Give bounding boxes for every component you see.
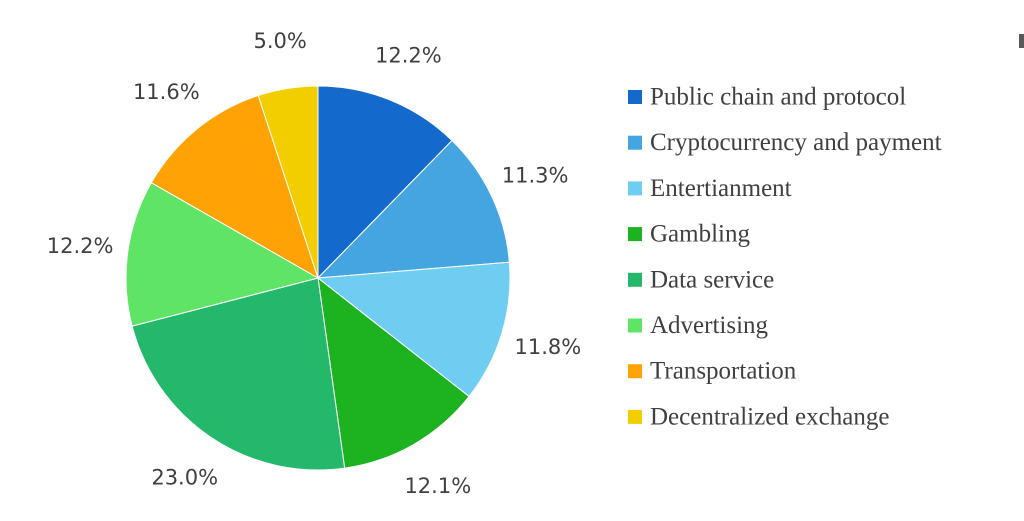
pie-slices xyxy=(125,85,511,471)
data-label-public-chain-and-protocol: 12.2% xyxy=(375,44,442,68)
legend-label: Decentralized exchange xyxy=(650,403,889,430)
legend-label: Public chain and protocol xyxy=(650,84,906,111)
legend-item-gambling: Gambling xyxy=(628,221,750,248)
pie-slice-entertianment xyxy=(316,261,511,398)
legend-swatch xyxy=(628,181,642,196)
data-label-gambling: 12.1% xyxy=(404,474,471,498)
legend-item-data-service: Data service xyxy=(628,266,774,293)
legend-swatch xyxy=(628,272,642,287)
legend-item-entertianment: Entertianment xyxy=(628,175,792,202)
legend-item-public-chain-and-protocol: Public chain and protocol xyxy=(628,84,906,111)
legend-item-cryptocurrency-and-payment: Cryptocurrency and payment xyxy=(628,129,942,156)
legend-swatch xyxy=(628,135,642,150)
data-label-cryptocurrency-and-payment: 11.3% xyxy=(502,164,569,188)
legend-label: Cryptocurrency and payment xyxy=(650,129,942,156)
legend-swatch xyxy=(628,409,642,424)
pie-slice-advertising xyxy=(125,182,320,327)
legend-swatch xyxy=(628,227,642,242)
legend-item-decentralized-exchange: Decentralized exchange xyxy=(628,403,889,430)
pie-slice-transportation xyxy=(150,94,319,280)
legend-item-transportation: Transportation xyxy=(628,358,797,385)
data-label-data-service: 23.0% xyxy=(151,466,218,490)
pie-value-labels: 12.2% 11.3% 11.8% 12.1% 23.0% 12.2% 11.6% 5.0% xyxy=(47,29,582,498)
legend-label: Data service xyxy=(650,266,774,293)
pie-slice-cryptocurrency-and-payment xyxy=(316,139,510,279)
legend-swatch xyxy=(628,318,642,333)
legend-label: Advertising xyxy=(650,312,769,339)
legend-swatch xyxy=(628,90,642,104)
pie-slice-decentralized-exchange xyxy=(257,85,319,279)
data-label-decentralized-exchange: 5.0% xyxy=(254,29,307,53)
data-label-transportation: 11.6% xyxy=(133,80,200,104)
legend-label: Entertianment xyxy=(650,175,792,202)
legend-label: Gambling xyxy=(650,221,750,248)
pie-slice-data-service xyxy=(131,277,346,471)
legend-label: Transportation xyxy=(650,358,797,385)
legend: Public chain and protocol Cryptocurrency … xyxy=(628,84,942,430)
pie-slice-public-chain-and-protocol xyxy=(317,85,453,280)
legend-item-advertising: Advertising xyxy=(628,312,769,339)
legend-swatch xyxy=(628,364,642,379)
corner-mark xyxy=(1019,34,1024,48)
pie-slice-gambling xyxy=(317,276,470,469)
data-label-advertising: 12.2% xyxy=(47,234,114,258)
data-label-entertianment: 11.8% xyxy=(515,335,582,359)
